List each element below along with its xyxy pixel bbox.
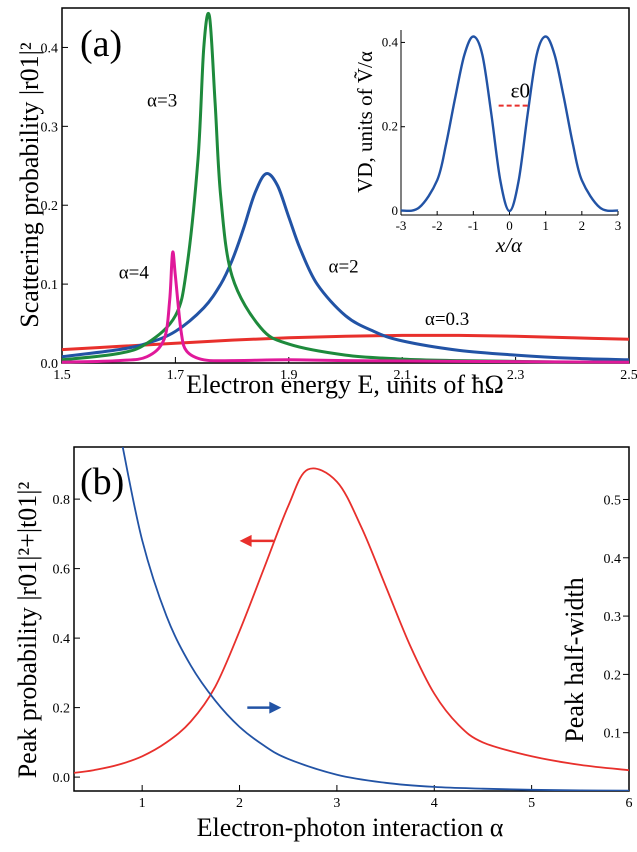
inset-potential-curve bbox=[400, 35, 619, 213]
panel-b-series bbox=[74, 447, 629, 791]
inset-xtick-label: -3 bbox=[396, 218, 407, 233]
axis-arrow-left bbox=[239, 534, 274, 547]
panel-a-ytick-label: 0.3 bbox=[41, 120, 59, 135]
inset-ytick-label: 0.4 bbox=[382, 34, 399, 49]
panel-a-ytick-label: 0.0 bbox=[41, 357, 59, 372]
inset-ytick-label: 0.2 bbox=[382, 119, 398, 134]
inset-ylabel: VD, units of Ṽ/α bbox=[353, 51, 377, 193]
inset-xtick-label: 1 bbox=[542, 218, 549, 233]
panel-a-frame bbox=[61, 7, 630, 364]
panel-b-frame bbox=[73, 446, 630, 792]
panel-b-ytick-label: 0.8 bbox=[53, 493, 71, 508]
panel-b-ylabel-right: Peak half-width bbox=[560, 577, 589, 742]
panel-b-ticks: 1 2 3 4 5 6 0.0 0.2 0.4 0.6 0.8 0.1 0.2 0.3 0.4 0.5 bbox=[53, 493, 633, 811]
curve-label: α=3 bbox=[147, 91, 177, 112]
panel-a-xtick-label: 1.9 bbox=[280, 368, 298, 383]
panel-b-ylabel: Peak probability |r01|²+|t01|² bbox=[13, 482, 42, 779]
panel-a-ytick-label: 0.2 bbox=[41, 199, 59, 214]
panel-b-xtick-label: 5 bbox=[528, 796, 535, 811]
series-line-alpha-3 bbox=[61, 250, 630, 364]
panel-b-label: (b) bbox=[80, 461, 124, 503]
inset-ticks: -3 -2 -1 0 1 2 3 0 0.2 0.4 bbox=[382, 34, 622, 233]
panel-b-ytick-label: 0.2 bbox=[53, 702, 71, 717]
panel-b-xtick-label: 1 bbox=[139, 796, 146, 811]
panel-b-ytick-right-label: 0.5 bbox=[604, 493, 622, 508]
panel-b-ytick-label: 0.0 bbox=[53, 771, 71, 786]
curve-label: α=4 bbox=[119, 263, 150, 284]
panel-b-arrows bbox=[239, 534, 282, 714]
panel-a-label: (a) bbox=[80, 23, 122, 65]
axis-arrow-right bbox=[247, 701, 282, 714]
panel-b-xtick-label: 2 bbox=[236, 796, 243, 811]
panel-a-xlabel: Electron energy E, units of ħΩ bbox=[186, 370, 504, 399]
inset-frame bbox=[400, 20, 620, 220]
series-line-alpha-0 bbox=[61, 333, 630, 352]
panel-a-ticks: 1.5 1.7 1.9 2.1 2.3 2.5 0.0 0.1 0.2 0.3 0.4 bbox=[41, 41, 637, 383]
series-line-half-width bbox=[121, 447, 629, 791]
panel-b-ytick-label: 0.4 bbox=[53, 632, 71, 647]
inset-xtick-label: 0 bbox=[506, 218, 513, 233]
panel-b-xtick-label: 3 bbox=[333, 796, 340, 811]
panel-a: 1.5 1.7 1.9 2.1 2.3 2.5 0.0 0.1 0.2 0.3 0.4 α=3 α=2… bbox=[15, 7, 637, 399]
curve-label: α=2 bbox=[328, 256, 358, 277]
panel-a-xtick-label: 2.3 bbox=[507, 368, 525, 383]
panel-b: 1 2 3 4 5 6 0.0 0.2 0.4 0.6 0.8 0.1 0.2 0.3 0.4 0.5 (b)… bbox=[13, 446, 633, 842]
panel-a-ytick-label: 0.4 bbox=[41, 41, 59, 56]
panel-a-ytick-label: 0.1 bbox=[41, 278, 59, 293]
panel-b-xtick-label: 6 bbox=[626, 796, 633, 811]
inset-ytick-label: 0 bbox=[392, 203, 399, 218]
panel-a-xtick-label: 2.5 bbox=[620, 368, 637, 383]
series-line-alpha-1 bbox=[61, 172, 630, 362]
panel-b-ytick-right-label: 0.2 bbox=[604, 668, 622, 683]
inset-annotation: ε0 bbox=[511, 79, 530, 103]
inset-plot: -3 -2 -1 0 1 2 3 0 0.2 0.4 ε0 x/α VD, units of Ṽ/… bbox=[353, 20, 621, 257]
panel-a-xtick-label: 1.7 bbox=[167, 368, 185, 383]
curve-label: α=0.3 bbox=[425, 309, 469, 330]
inset-xtick-label: 3 bbox=[615, 218, 622, 233]
panel-b-xtick-label: 4 bbox=[431, 796, 438, 811]
panel-a-xtick-label: 1.5 bbox=[53, 368, 71, 383]
panel-b-ytick-right-label: 0.1 bbox=[604, 727, 622, 742]
inset-xtick-label: 2 bbox=[579, 218, 586, 233]
panel-b-ytick-right-label: 0.4 bbox=[604, 552, 622, 567]
panel-b-xlabel: Electron-photon interaction α bbox=[197, 813, 504, 842]
inset-xtick-label: -1 bbox=[468, 218, 479, 233]
panel-a-curve-labels: α=3 α=2 α=4 α=0.3 bbox=[119, 91, 470, 331]
inset-xtick-label: -2 bbox=[432, 218, 443, 233]
panel-b-ytick-label: 0.6 bbox=[53, 563, 71, 578]
panel-a-xtick-label: 2.1 bbox=[393, 368, 411, 383]
panel-b-ytick-right-label: 0.3 bbox=[604, 610, 622, 625]
panel-a-ylabel: Scattering probability |r01|² bbox=[15, 42, 44, 328]
series-line-peak-probability bbox=[74, 467, 629, 774]
panel-a-series bbox=[61, 12, 630, 364]
inset-xlabel: x/α bbox=[495, 233, 523, 257]
